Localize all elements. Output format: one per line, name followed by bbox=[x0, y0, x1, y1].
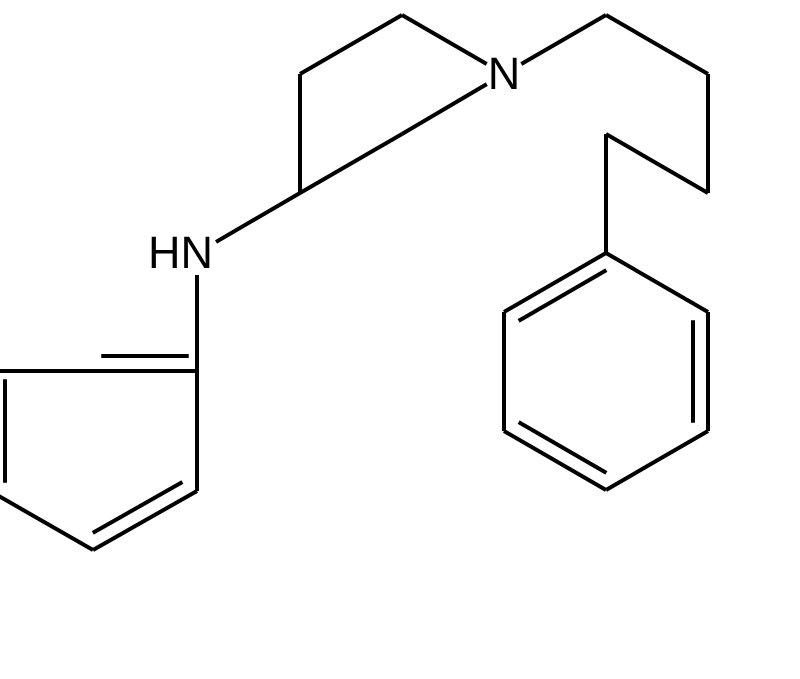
bond-line bbox=[606, 253, 708, 312]
bond-line bbox=[93, 491, 197, 550]
bond-line bbox=[216, 193, 300, 242]
bond-layer bbox=[0, 15, 708, 550]
bond-line bbox=[521, 15, 606, 64]
bond-line bbox=[300, 15, 402, 74]
bond-line bbox=[504, 253, 606, 312]
bond-line bbox=[606, 431, 708, 490]
bond-line bbox=[402, 84, 487, 134]
bond-line bbox=[0, 491, 93, 550]
atom-label-HN: HN bbox=[148, 227, 213, 278]
bond-line bbox=[606, 15, 708, 74]
bond-line bbox=[606, 134, 708, 193]
bond-line bbox=[504, 431, 606, 490]
atom-label-N: N bbox=[488, 48, 521, 99]
bond-line bbox=[300, 134, 402, 193]
bond-line bbox=[402, 15, 487, 64]
molecule-diagram: HN N bbox=[0, 0, 800, 679]
label-layer: HN N bbox=[148, 48, 520, 278]
